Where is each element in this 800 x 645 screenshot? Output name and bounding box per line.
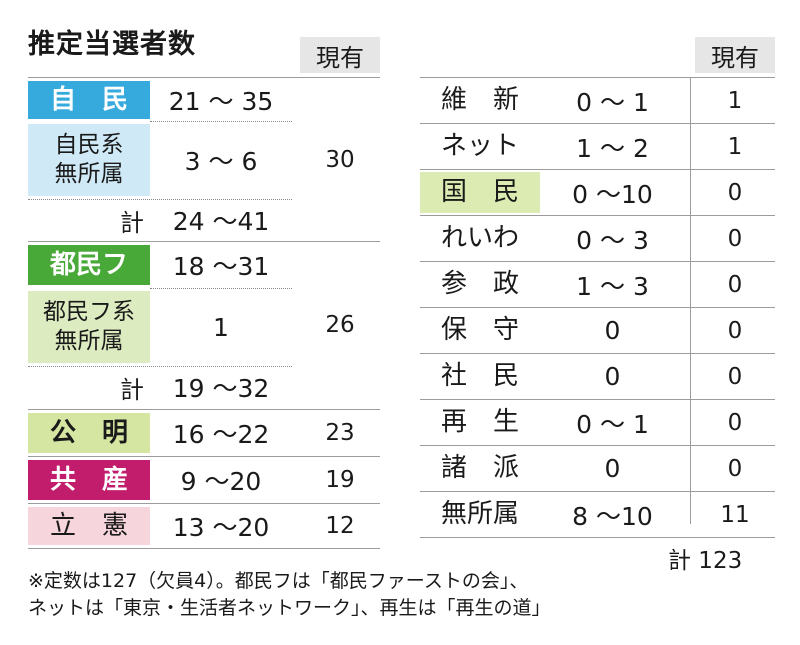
range-kyosan: 9 ～20 xyxy=(180,467,262,496)
range-tominf-independent: 1 xyxy=(213,312,229,342)
current-seats-ishin: 1 xyxy=(727,87,743,114)
divider xyxy=(28,241,380,242)
current-seats-jimin: 30 xyxy=(325,146,355,173)
divider xyxy=(420,261,775,262)
current-seats-shamin: 0 xyxy=(727,363,743,390)
divider xyxy=(150,288,292,289)
party-label-kokumin: 国 民 xyxy=(420,172,540,213)
party-label-komei: 公 明 xyxy=(28,413,150,453)
divider xyxy=(420,77,775,78)
party-label-tominf: 都民フ xyxy=(28,245,150,285)
divider xyxy=(28,456,380,457)
divider xyxy=(420,491,775,492)
subtotal-label-tominf: 計 xyxy=(120,375,144,404)
current-seats-saisei: 0 xyxy=(727,409,743,436)
grand-total: 計 123 xyxy=(668,548,743,574)
divider xyxy=(690,77,691,524)
divider xyxy=(420,215,775,216)
range-ishin: 0 ～ 1 xyxy=(576,87,649,117)
party-label-kyosan: 共 産 xyxy=(28,460,150,500)
party-label-jimin: 自 民 xyxy=(28,81,150,119)
subtotal-label-jimin: 計 xyxy=(120,208,144,237)
party-label-tominf-independent: 都民フ系 無所属 xyxy=(28,291,150,363)
divider xyxy=(28,77,380,78)
party-label-reiwa: れいわ xyxy=(440,223,519,254)
label-line: 都民フ系 xyxy=(43,299,135,326)
current-seats-header-left: 現有 xyxy=(300,37,380,73)
divider xyxy=(420,169,775,170)
party-label-hoshu: 保 守 xyxy=(440,315,519,346)
footnote-line: ※定数は127（欠員4）。都民フは「都民ファーストの会」、 xyxy=(28,570,529,592)
page-title: 推定当選者数 xyxy=(28,29,196,60)
label-line: 無所属 xyxy=(54,328,124,354)
divider xyxy=(28,503,380,504)
current-seats-net: 1 xyxy=(727,133,743,160)
divider xyxy=(420,445,775,446)
subtotal-range-jimin: 24 ～41 xyxy=(172,207,270,236)
range-tominf: 18 ～31 xyxy=(172,252,270,281)
party-label-independent: 無所属 xyxy=(440,499,519,530)
range-jimin: 21 ～ 35 xyxy=(168,87,274,116)
range-rikken: 13 ～20 xyxy=(172,513,270,542)
current-seats-shoha: 0 xyxy=(727,455,743,482)
current-seats-header-right: 現有 xyxy=(695,37,775,73)
current-seats-hoshu: 0 xyxy=(727,317,743,344)
party-label-saisei: 再 生 xyxy=(440,407,519,438)
divider xyxy=(28,548,380,549)
divider xyxy=(420,307,775,308)
label-line: 自民系 xyxy=(54,132,124,159)
party-label-ishin: 維 新 xyxy=(440,85,519,116)
divider xyxy=(420,537,775,538)
footnote-line: ネットは「東京・生活者ネットワーク」、再生は「再生の道」 xyxy=(28,597,551,619)
range-saisei: 0 ～ 1 xyxy=(576,409,649,439)
party-label-shoha: 諸 派 xyxy=(440,453,519,484)
current-seats-rikken: 12 xyxy=(325,513,355,539)
range-shoha: 0 xyxy=(604,454,621,483)
label-line: 無所属 xyxy=(54,161,124,187)
party-label-jimin-independent: 自民系 無所属 xyxy=(28,124,150,196)
current-seats-sansei: 0 xyxy=(727,271,743,298)
divider xyxy=(420,123,775,124)
party-label-sansei: 参 政 xyxy=(440,269,519,300)
range-sansei: 1 ～ 3 xyxy=(576,271,649,301)
range-net: 1 ～ 2 xyxy=(576,133,649,163)
current-seats-kyosan: 19 xyxy=(325,467,355,493)
subtotal-range-tominf: 19 ～32 xyxy=(172,374,270,403)
current-seats-reiwa: 0 xyxy=(727,225,743,252)
range-komei: 16 ～22 xyxy=(172,420,270,449)
current-seats-independent: 11 xyxy=(720,501,750,528)
current-seats-kokumin: 0 xyxy=(727,179,743,206)
party-label-shamin: 社 民 xyxy=(440,361,519,392)
divider xyxy=(28,366,292,367)
range-reiwa: 0 ～ 3 xyxy=(576,225,649,255)
divider xyxy=(28,199,292,200)
range-independent: 8 ～10 xyxy=(572,501,653,531)
divider xyxy=(420,399,775,400)
divider xyxy=(420,353,775,354)
current-seats-komei: 23 xyxy=(325,420,355,446)
range-shamin: 0 xyxy=(604,362,621,391)
divider xyxy=(28,409,380,410)
range-kokumin: 0 ～10 xyxy=(572,179,653,209)
divider xyxy=(150,121,292,122)
party-label-net: ネット xyxy=(440,131,519,162)
range-hoshu: 0 xyxy=(604,316,621,345)
current-seats-tominf: 26 xyxy=(325,312,355,338)
range-jimin-independent: 3 ～ 6 xyxy=(184,147,258,176)
party-label-rikken: 立 憲 xyxy=(28,507,150,545)
footnote: ※定数は127（欠員4）。都民フは「都民ファーストの会」、 ネットは「東京・生活… xyxy=(28,568,551,622)
